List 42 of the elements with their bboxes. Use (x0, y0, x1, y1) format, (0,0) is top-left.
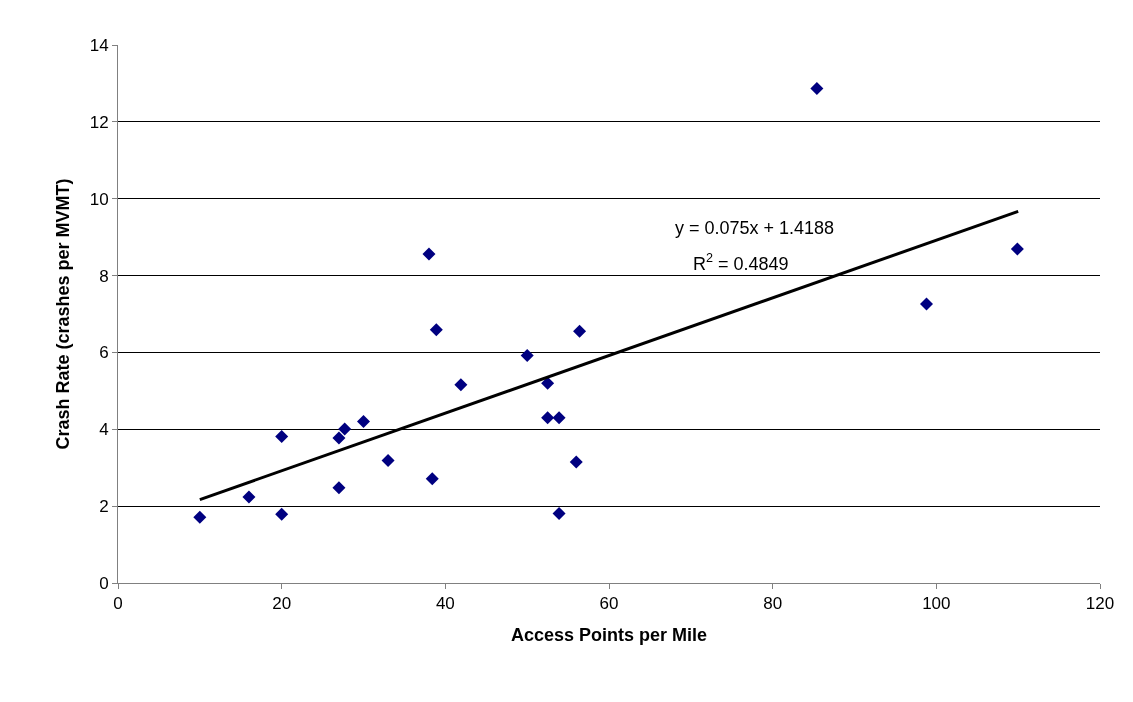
x-tick-label: 60 (599, 594, 619, 614)
point (242, 490, 256, 504)
x-axis-title: Access Points per Mile (510, 624, 708, 645)
x-tick-label: 0 (113, 594, 123, 614)
point (810, 81, 824, 95)
point (552, 411, 566, 425)
y-tick-label: 0 (99, 573, 109, 593)
point (332, 431, 346, 445)
y-axis-title: Crash Rate (crashes per MVMT) (52, 178, 73, 450)
y-tick-label: 6 (99, 343, 109, 363)
y-tick-label: 2 (99, 497, 109, 517)
point (425, 472, 439, 486)
point (552, 506, 566, 520)
point (193, 510, 207, 524)
point (332, 481, 346, 495)
annotation: y = 0.075x + 1.4188 (675, 218, 835, 238)
point (541, 376, 555, 390)
y-tick-label: 14 (89, 35, 109, 55)
y-tick-label: 4 (99, 420, 109, 440)
point (920, 297, 934, 311)
point (381, 453, 395, 467)
point (338, 422, 352, 436)
point (275, 507, 289, 521)
x-tick-label: 80 (763, 594, 783, 614)
point (422, 247, 436, 261)
point (1010, 242, 1024, 256)
point (569, 455, 583, 469)
x-tick-label: 120 (1085, 594, 1115, 614)
annotation: R$^{2}$ = 0.4849 (693, 251, 789, 274)
point (573, 324, 587, 338)
point (357, 415, 370, 429)
point (541, 411, 555, 425)
y-tick-label: 8 (99, 266, 109, 286)
point (454, 378, 468, 392)
point (275, 430, 289, 444)
point (429, 323, 443, 337)
point (520, 349, 534, 362)
x-tick-label: 100 (922, 594, 951, 614)
y-tick-label: 10 (89, 189, 109, 209)
x-tick-label: 40 (435, 594, 455, 614)
y-tick-label: 12 (89, 112, 109, 132)
x-tick-label: 20 (272, 594, 292, 614)
